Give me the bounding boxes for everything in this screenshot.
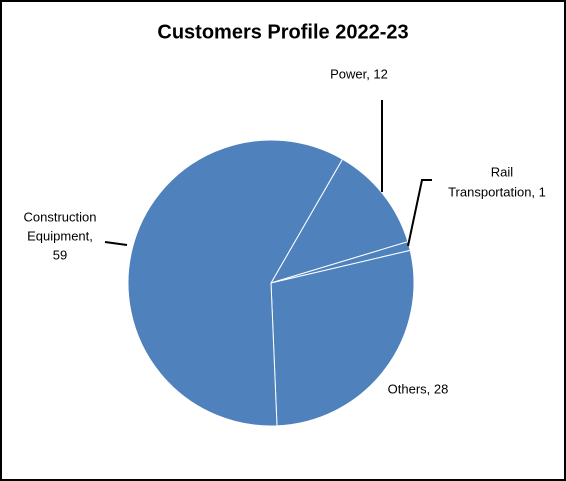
pie-slice [270, 249, 415, 427]
pie-slice [127, 139, 344, 427]
data-label: Power, 12 [330, 66, 388, 81]
pie [127, 139, 415, 427]
chart-title: Customers Profile 2022-23 [157, 21, 408, 43]
leader-line [104, 241, 128, 246]
data-label: Equipment, [27, 228, 93, 243]
data-label: 59 [53, 247, 67, 262]
leader-line [407, 179, 432, 247]
data-label: Rail [491, 164, 514, 179]
data-label: Construction [24, 209, 97, 224]
data-label: Transportation, 1 [448, 184, 546, 199]
pie-slice [269, 158, 409, 284]
data-label: Others, 28 [388, 381, 449, 396]
